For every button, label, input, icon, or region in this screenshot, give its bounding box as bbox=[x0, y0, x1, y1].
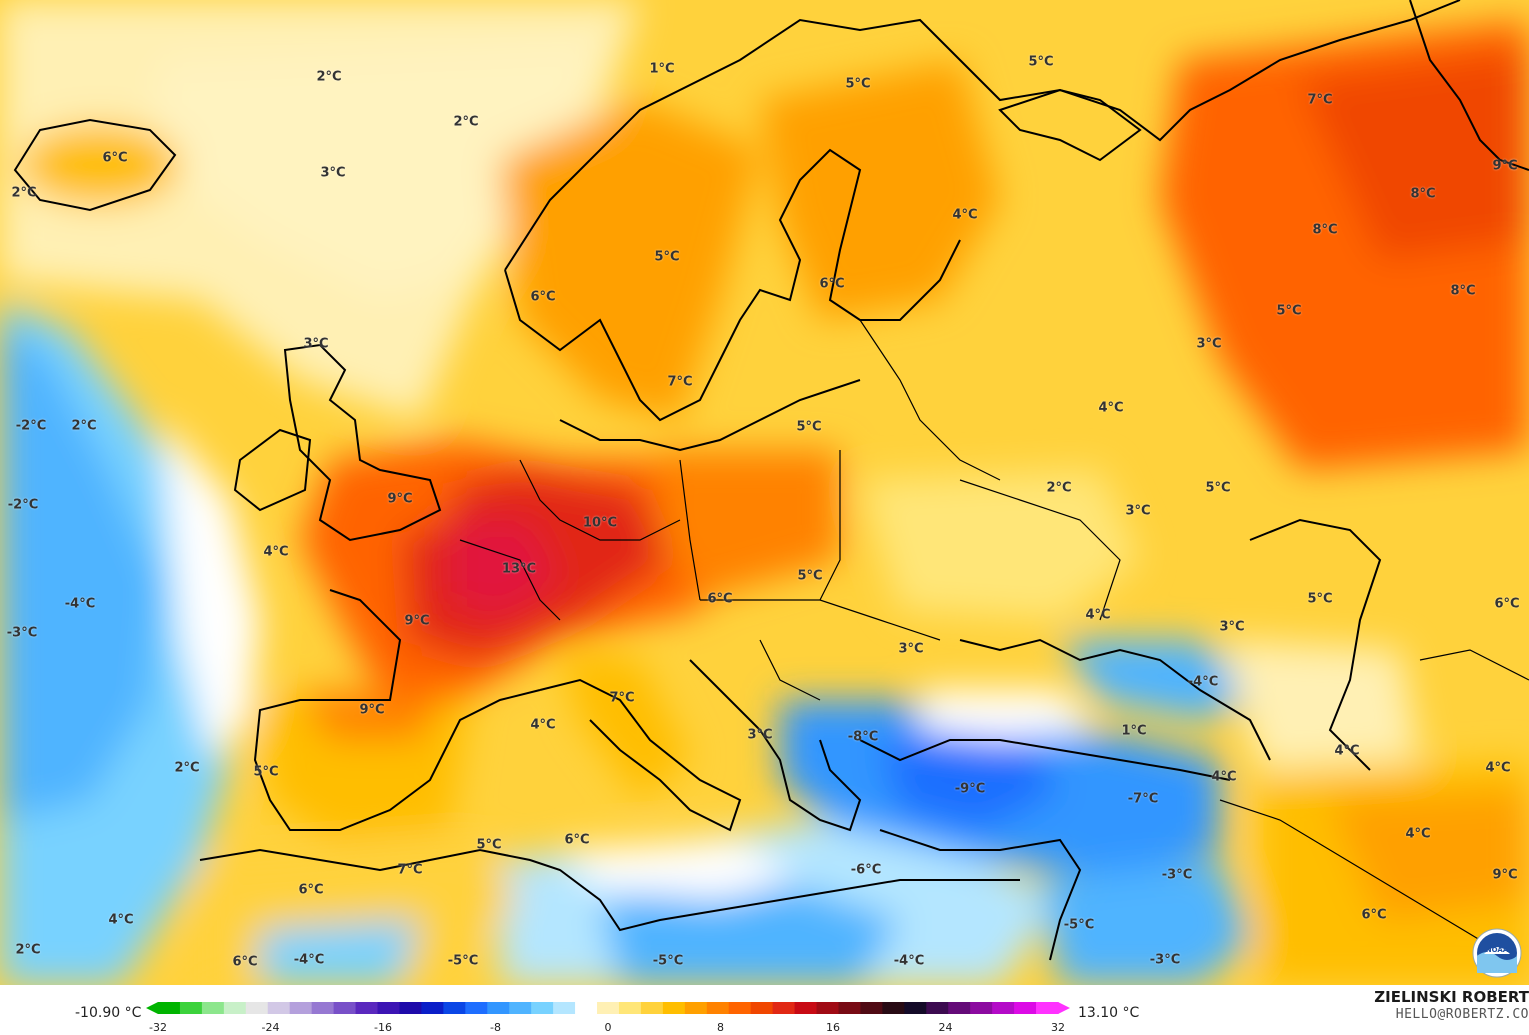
coast-far-north bbox=[1409, 0, 1529, 171]
colorbar-cell bbox=[662, 1002, 686, 1014]
coast-north bbox=[504, 0, 1461, 271]
colorbar-cell bbox=[289, 1002, 313, 1014]
coastlines bbox=[13, 0, 1529, 961]
colorbar-cell bbox=[399, 1002, 423, 1014]
colorbar-tick-label: 8 bbox=[717, 1021, 724, 1034]
legend-min-value: -10.90 °C bbox=[75, 1005, 142, 1021]
credit-name: ZIELINSKI ROBERT bbox=[1374, 988, 1529, 1006]
coast-north-africa bbox=[199, 848, 1020, 932]
colorbar-tick-label: -8 bbox=[490, 1021, 501, 1034]
colorbar-cell bbox=[421, 1002, 444, 1014]
coast-caspian bbox=[1249, 518, 1382, 771]
credit-email: HELLO@ROBERTZ.CO bbox=[1395, 1007, 1529, 1022]
colorbar-tick-label: 0 bbox=[604, 1021, 612, 1034]
colorbar-cell bbox=[575, 1002, 598, 1014]
coast-baltic bbox=[559, 379, 861, 452]
coast-levant bbox=[879, 829, 1082, 961]
colorbar-tick-label: 32 bbox=[1051, 1021, 1065, 1034]
colorbar-cell bbox=[706, 1002, 730, 1014]
coast-great-britain bbox=[283, 343, 442, 542]
temperature-field bbox=[0, 0, 1529, 985]
colorbar-cell bbox=[750, 1002, 774, 1014]
colorbar-cell bbox=[794, 1002, 818, 1014]
map-canvas bbox=[0, 0, 1529, 985]
colorbar-cell bbox=[904, 1002, 927, 1014]
border-danube bbox=[700, 599, 941, 641]
colorbar-tick-label: -32 bbox=[149, 1021, 167, 1034]
colorbar-cell bbox=[970, 1002, 993, 1014]
colorbar-tick-label: -16 bbox=[374, 1021, 392, 1034]
colorbar-cell bbox=[333, 1002, 357, 1014]
border-france-germany bbox=[459, 539, 561, 621]
coast-iceland bbox=[13, 118, 177, 212]
colorbar-cell bbox=[838, 1002, 862, 1014]
colorbar-cell bbox=[553, 1002, 576, 1014]
border-germany bbox=[519, 459, 681, 541]
colorbar-cell bbox=[948, 1002, 971, 1014]
border-baltic-russia bbox=[859, 319, 1001, 481]
colorbar-cell bbox=[487, 1002, 510, 1014]
colorbar-tick-label: 24 bbox=[938, 1021, 953, 1034]
colorbar-cell bbox=[1036, 1002, 1059, 1014]
colorbar-cell bbox=[223, 1002, 247, 1014]
colorbar-cell bbox=[179, 1002, 203, 1014]
colorbar-cell bbox=[597, 1002, 620, 1014]
coast-italy bbox=[539, 678, 742, 832]
border-poland-east bbox=[819, 450, 841, 601]
borders bbox=[459, 319, 1529, 941]
colorbar-cell bbox=[618, 1002, 642, 1014]
border-germany-poland bbox=[679, 459, 701, 601]
colorbar-cell bbox=[355, 1002, 379, 1014]
coast-black-sea bbox=[959, 638, 1271, 761]
colorbar-arrow-left bbox=[146, 1002, 158, 1014]
noaa-logo-icon: NOAA bbox=[1472, 928, 1522, 978]
coast-kola bbox=[998, 88, 1142, 162]
coast-ireland bbox=[233, 428, 312, 512]
colorbar-cell bbox=[267, 1002, 291, 1014]
colorbar-cell bbox=[158, 1002, 181, 1014]
colorbar-cell bbox=[992, 1002, 1015, 1014]
colorbar-cell bbox=[772, 1002, 796, 1014]
legend-colorbar bbox=[146, 1002, 1070, 1014]
colorbar-cell bbox=[531, 1002, 554, 1014]
colorbar-tick-label: -24 bbox=[261, 1021, 280, 1034]
colorbar-cell bbox=[311, 1002, 335, 1014]
colorbar-cell bbox=[926, 1002, 949, 1014]
border-ukraine-russia bbox=[959, 479, 1121, 621]
colorbar-cell bbox=[882, 1002, 905, 1014]
colorbar-cell bbox=[377, 1002, 401, 1014]
colorbar-cell bbox=[728, 1002, 752, 1014]
colorbar-cell bbox=[816, 1002, 840, 1014]
colorbar-cell bbox=[509, 1002, 532, 1014]
legend-max-value: 13.10 °C bbox=[1078, 1005, 1140, 1021]
colorbar-cell bbox=[1014, 1002, 1037, 1014]
noaa-logo-text: NOAA bbox=[1486, 946, 1509, 954]
colorbar-arrow-right bbox=[1058, 1002, 1070, 1014]
colorbar-cell bbox=[640, 1002, 664, 1014]
colorbar-cell bbox=[201, 1002, 225, 1014]
colorbar-cell bbox=[684, 1002, 708, 1014]
colorbar-cell bbox=[860, 1002, 883, 1014]
coast-iberia bbox=[253, 589, 541, 831]
legend-footer: -10.90 °C -32 -24 -16 -8 0 8 16 24 32 13.10 °C Z… bbox=[0, 985, 1529, 1035]
coast-scandinavia bbox=[504, 148, 961, 422]
coast-adriatic bbox=[689, 659, 862, 832]
temperature-anomaly-map: 2°C 2°C 3°C 6°C 2°C 1°C 5°C 5°C 7°C 9°C 8°C 8°C 8°C 5… bbox=[0, 0, 1529, 985]
border-balkans bbox=[759, 639, 821, 701]
coast-turkey-north bbox=[859, 739, 1231, 781]
border-kazakh bbox=[1419, 649, 1529, 681]
colorbar-cell bbox=[465, 1002, 488, 1014]
colorbar-cell bbox=[245, 1002, 269, 1014]
colorbar-cell bbox=[443, 1002, 466, 1014]
colorbar-tick-label: 16 bbox=[826, 1021, 840, 1034]
border-iran-iraq bbox=[1219, 799, 1481, 941]
